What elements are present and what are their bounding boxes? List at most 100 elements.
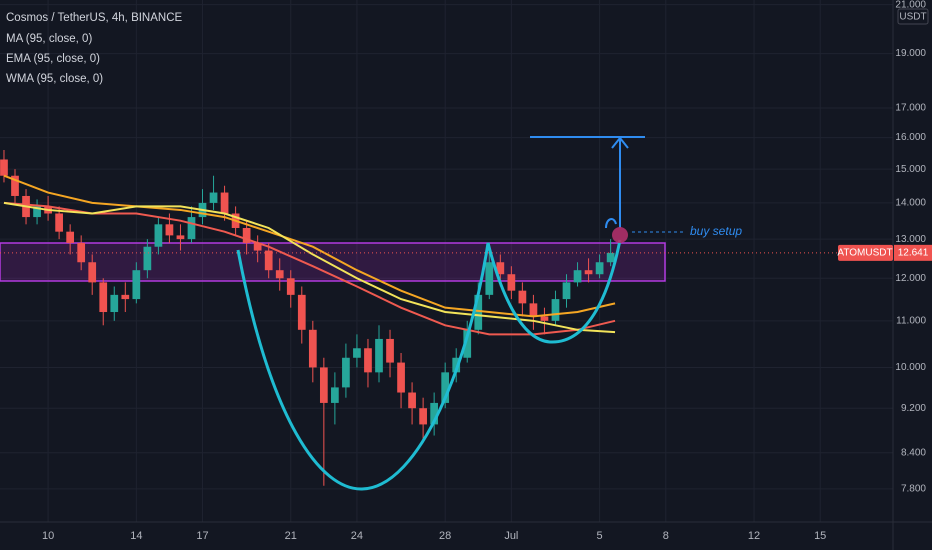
y-tick-label: 11.000 bbox=[896, 315, 926, 326]
candle-body bbox=[518, 290, 527, 304]
candle-body bbox=[121, 294, 130, 300]
legend-entry: EMA (95, close, 0) bbox=[6, 53, 100, 65]
price-box bbox=[894, 244, 932, 261]
buy-point bbox=[612, 227, 628, 243]
y-tick-label: 17.000 bbox=[895, 103, 926, 114]
candle-body bbox=[143, 246, 152, 271]
cup-handle-drawing bbox=[236, 239, 622, 491]
candle-body bbox=[386, 338, 394, 363]
x-tick-label: 5 bbox=[597, 530, 603, 542]
arrow-head bbox=[611, 136, 629, 149]
candle-body bbox=[551, 299, 560, 321]
candle-body bbox=[297, 294, 306, 330]
x-axis-panel bbox=[0, 522, 932, 550]
candle-body bbox=[110, 294, 119, 313]
candle-body bbox=[419, 408, 427, 425]
y-tick-label: 16.000 bbox=[895, 132, 926, 143]
candle-body bbox=[562, 282, 571, 300]
chart-title: Cosmos / TetherUS, 4h, BINANCE bbox=[6, 12, 183, 24]
symbol-box bbox=[838, 244, 893, 261]
x-tick-label: 8 bbox=[663, 530, 669, 542]
y-tick-label: 10.000 bbox=[895, 362, 926, 373]
candle-body bbox=[584, 270, 593, 275]
currency: USDT bbox=[899, 12, 926, 23]
candle-body bbox=[0, 159, 8, 176]
y-tick-label: 9.200 bbox=[901, 403, 926, 414]
annotation: buy setup bbox=[690, 224, 742, 238]
curl bbox=[605, 218, 617, 229]
candle-body bbox=[529, 303, 538, 317]
last-price-label: 12.641 bbox=[898, 247, 929, 258]
y-tick-label: 12.000 bbox=[895, 273, 926, 284]
candle-body bbox=[11, 175, 19, 196]
candle-body bbox=[441, 372, 450, 403]
candle-body bbox=[176, 235, 185, 240]
candle-body bbox=[33, 206, 41, 218]
candle-body bbox=[154, 224, 163, 247]
candle-body bbox=[77, 242, 86, 263]
legend-entry: MA (95, close, 0) bbox=[6, 33, 92, 45]
candle-body bbox=[397, 362, 405, 393]
y-tick-label: 7.800 bbox=[901, 484, 926, 495]
axes: 7.800 8.400 9.200 10.000 11.000 12.000 13.000 1… bbox=[42, 0, 932, 542]
candle-body bbox=[474, 294, 483, 330]
x-tick-label: 10 bbox=[42, 530, 54, 542]
candle-body bbox=[496, 262, 505, 275]
candle-body bbox=[364, 348, 372, 373]
candle-body bbox=[430, 402, 439, 425]
candle-body bbox=[331, 387, 339, 403]
x-tick-label: 17 bbox=[196, 530, 208, 542]
candle-body bbox=[308, 329, 317, 368]
candle-body bbox=[220, 192, 229, 214]
candle-body bbox=[209, 192, 218, 203]
candle-body bbox=[187, 217, 196, 240]
y-axis-panel bbox=[893, 0, 932, 550]
candle-body bbox=[573, 270, 582, 283]
candle-body bbox=[319, 367, 328, 403]
candle-body bbox=[595, 262, 604, 275]
candle-body bbox=[55, 213, 63, 232]
candle-body bbox=[485, 262, 494, 295]
candle-body bbox=[375, 338, 383, 373]
candle-body bbox=[253, 242, 262, 251]
candle-body bbox=[242, 227, 251, 243]
x-tick-label: 12 bbox=[748, 530, 760, 542]
y-tick-label: 8.400 bbox=[901, 447, 926, 458]
candle-body bbox=[132, 270, 141, 300]
x-tick-label: 21 bbox=[285, 530, 297, 542]
indicator-line bbox=[3, 174, 616, 318]
y-tick-label: 14.000 bbox=[895, 198, 926, 209]
candle-body bbox=[452, 357, 461, 373]
currency-box bbox=[897, 8, 929, 25]
y-tick-label: 21.000 bbox=[895, 0, 926, 10]
grid bbox=[0, 0, 893, 522]
y-tick-label: 13.000 bbox=[895, 234, 926, 245]
candle-body bbox=[275, 270, 284, 279]
indicator-line bbox=[3, 201, 616, 336]
candle-body bbox=[342, 357, 350, 388]
x-tick-label: 28 bbox=[439, 530, 451, 542]
candle-body bbox=[353, 348, 361, 358]
candle-body bbox=[540, 316, 549, 321]
x-tick-label: Jul bbox=[504, 530, 518, 542]
legend: MA (95, close, 0) EMA (95, close, 0) WMA (… bbox=[6, 33, 103, 85]
candle-body bbox=[99, 282, 108, 313]
legend-entry: WMA (95, close, 0) bbox=[6, 73, 103, 85]
candle-body bbox=[264, 250, 273, 271]
candle-body bbox=[286, 278, 295, 295]
candle-body bbox=[165, 224, 174, 236]
y-tick-label: 15.000 bbox=[895, 164, 926, 175]
candle-body bbox=[88, 262, 97, 283]
candle-body bbox=[606, 252, 615, 263]
symbol-label: ATOMUSDT bbox=[837, 247, 892, 258]
x-tick-label: 15 bbox=[814, 530, 826, 542]
x-tick-label: 14 bbox=[130, 530, 142, 542]
candle-body bbox=[408, 392, 416, 409]
x-tick-label: 24 bbox=[351, 530, 363, 542]
candle-body bbox=[66, 231, 75, 243]
y-tick-label: 19.000 bbox=[895, 48, 926, 59]
candle-body bbox=[463, 329, 472, 358]
